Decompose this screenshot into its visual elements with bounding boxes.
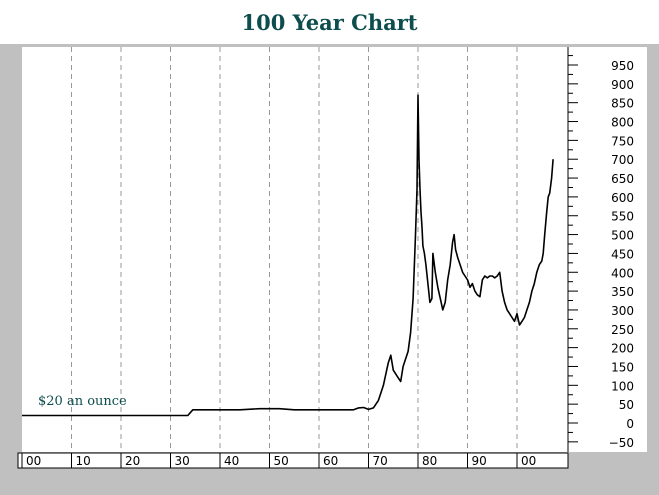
y-tick-label: 450 bbox=[611, 247, 634, 261]
x-tick-label: 80 bbox=[422, 454, 437, 468]
y-tick-label: −50 bbox=[609, 436, 634, 450]
x-axis-bar bbox=[17, 452, 569, 469]
x-tick-label: 50 bbox=[274, 454, 289, 468]
y-tick-label: 350 bbox=[611, 285, 634, 299]
x-tick-label: 30 bbox=[175, 454, 190, 468]
y-tick-label: 850 bbox=[611, 97, 634, 111]
y-tick-label: 550 bbox=[611, 210, 634, 224]
y-tick-label: 400 bbox=[611, 266, 634, 280]
x-tick-label: 20 bbox=[125, 454, 140, 468]
y-tick-label: 900 bbox=[611, 78, 634, 92]
price-series-line bbox=[22, 94, 554, 417]
y-tick-label: 0 bbox=[626, 417, 634, 431]
y-axis-panel bbox=[568, 47, 647, 452]
x-tick-label: 60 bbox=[323, 454, 338, 468]
y-tick-label: 950 bbox=[611, 59, 634, 73]
x-tick-label: 90 bbox=[472, 454, 487, 468]
y-tick-label: 800 bbox=[611, 116, 634, 130]
y-tick-label: 250 bbox=[611, 323, 634, 337]
y-tick-label: 650 bbox=[611, 172, 634, 186]
y-tick-label: 600 bbox=[611, 191, 634, 205]
x-tick-label: 00 bbox=[26, 454, 41, 468]
annotation-label: $20 an ounce bbox=[38, 394, 127, 409]
y-tick-label: 500 bbox=[611, 229, 634, 243]
title-bar bbox=[0, 0, 659, 44]
chart-title: 100 Year Chart bbox=[241, 10, 418, 35]
x-tick-label: 00 bbox=[521, 454, 536, 468]
y-tick-label: 150 bbox=[611, 360, 634, 374]
y-tick-label: 750 bbox=[611, 134, 634, 148]
y-tick-label: 700 bbox=[611, 153, 634, 167]
y-tick-label: 300 bbox=[611, 304, 634, 318]
y-tick-label: 200 bbox=[611, 342, 634, 356]
y-tick-label: 50 bbox=[619, 398, 634, 412]
x-tick-label: 10 bbox=[76, 454, 91, 468]
y-tick-label: 100 bbox=[611, 379, 634, 393]
x-tick-label: 40 bbox=[224, 454, 239, 468]
plot-area bbox=[22, 47, 568, 452]
x-tick-label: 70 bbox=[373, 454, 388, 468]
